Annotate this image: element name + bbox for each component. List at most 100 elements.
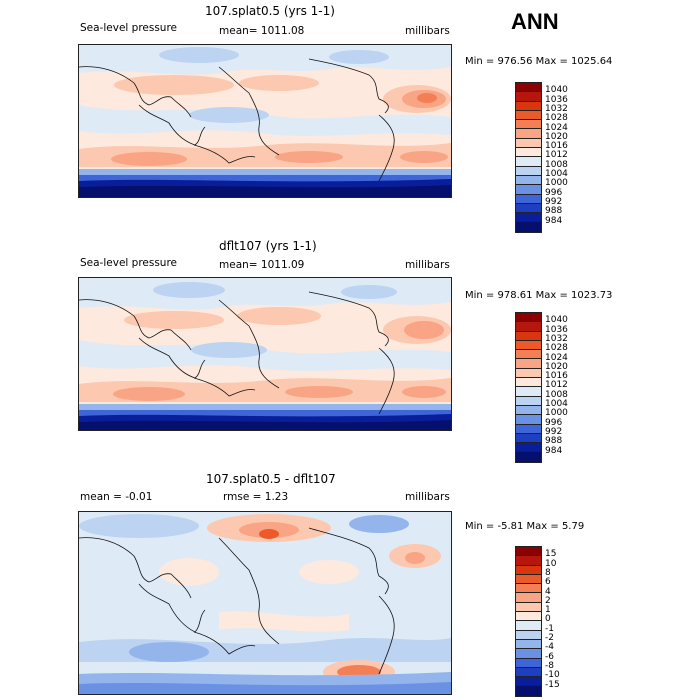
colorbar-swatch bbox=[516, 556, 541, 566]
colorbar-swatch bbox=[516, 677, 541, 687]
colorbar-tick-label: 1012 bbox=[545, 380, 568, 391]
colorbar-tick-label: 10 bbox=[545, 558, 557, 569]
colorbar-tick-label: 996 bbox=[545, 187, 563, 198]
colorbar-swatch bbox=[516, 194, 541, 204]
colorbar-swatch bbox=[516, 424, 541, 434]
colorbar-tick-label: -2 bbox=[545, 633, 554, 643]
colorbar-tick-label: 1040 bbox=[545, 315, 568, 326]
colorbar-swatch bbox=[516, 593, 541, 603]
colorbar-tick-label: 1028 bbox=[545, 343, 568, 354]
colorbar-swatch bbox=[516, 621, 541, 631]
colorbar-tick-label: 1024 bbox=[545, 122, 568, 133]
colorbar-swatch bbox=[516, 213, 541, 223]
colorbar-tick-label: 0 bbox=[545, 614, 551, 625]
colorbar-swatch bbox=[516, 443, 541, 453]
colorbar-tick-label: 1016 bbox=[545, 371, 568, 382]
min-max-label: Min = -5.81 Max = 5.79 bbox=[465, 521, 585, 532]
colorbar-tick-label: 1012 bbox=[545, 150, 568, 161]
colorbar-swatch bbox=[516, 415, 541, 425]
colorbar-tick-label: -8 bbox=[545, 660, 554, 671]
colorbar-swatch bbox=[516, 129, 541, 139]
colorbar-swatch bbox=[516, 350, 541, 360]
colorbar-tick-label: 15 bbox=[545, 549, 557, 560]
variable-label: Sea-level pressure bbox=[80, 22, 178, 34]
colorbar-swatch bbox=[516, 331, 541, 341]
map-plot bbox=[78, 277, 452, 431]
map-plot bbox=[78, 511, 452, 695]
colorbar-tick-label: -4 bbox=[545, 642, 554, 653]
colorbar-tick-label: 1000 bbox=[545, 178, 568, 189]
units-label: millibars bbox=[405, 491, 450, 503]
colorbar-swatch bbox=[516, 649, 541, 659]
colorbar-swatch bbox=[516, 175, 541, 186]
colorbar-swatch bbox=[516, 368, 541, 379]
colorbar-tick-label: 1004 bbox=[545, 169, 568, 179]
colorbar-swatch bbox=[516, 148, 541, 158]
colorbar bbox=[515, 312, 542, 463]
colorbar-swatch bbox=[516, 602, 541, 613]
colorbar bbox=[515, 82, 542, 233]
colorbar-tick-label: 1 bbox=[545, 605, 551, 616]
colorbar-swatch bbox=[516, 185, 541, 195]
colorbar-swatch bbox=[516, 378, 541, 388]
colorbar-swatch bbox=[516, 630, 541, 640]
colorbar-tick-label: 6 bbox=[545, 577, 551, 588]
colorbar-swatch bbox=[516, 387, 541, 397]
min-max-label: Min = 976.56 Max = 1025.64 bbox=[465, 56, 613, 67]
colorbar-tick-label: 988 bbox=[545, 436, 563, 447]
colorbar-tick-label: 1032 bbox=[545, 103, 568, 114]
colorbar-swatch bbox=[516, 138, 541, 149]
season-label: ANN bbox=[511, 9, 559, 34]
colorbar-swatch bbox=[516, 120, 541, 130]
colorbar-swatch bbox=[516, 92, 541, 102]
colorbar-swatch bbox=[516, 433, 541, 444]
mean-label: mean= 1011.08 bbox=[219, 25, 305, 37]
colorbar-swatch bbox=[516, 166, 541, 176]
colorbar-swatch bbox=[516, 639, 541, 650]
colorbar-tick-label: 1036 bbox=[545, 324, 568, 335]
colorbar-tick-label: 984 bbox=[545, 215, 563, 226]
colorbar-tick-label: 1040 bbox=[545, 85, 568, 96]
colorbar-tick-label: 1008 bbox=[545, 159, 568, 170]
colorbar-tick-label: -1 bbox=[545, 623, 554, 634]
colorbar-tick-label: 992 bbox=[545, 426, 563, 437]
colorbar-tick-label: 1032 bbox=[545, 333, 568, 344]
colorbar-swatch bbox=[516, 658, 541, 668]
colorbar-tick-label: 2 bbox=[545, 595, 551, 606]
colorbar-tick-label: 988 bbox=[545, 206, 563, 217]
colorbar-tick-label: 984 bbox=[545, 445, 563, 456]
colorbar-tick-label: 1028 bbox=[545, 113, 568, 124]
colorbar-swatch bbox=[516, 565, 541, 575]
colorbar-swatch bbox=[516, 313, 541, 323]
colorbar-tick-label: -6 bbox=[545, 651, 554, 662]
colorbar-swatch bbox=[516, 359, 541, 369]
colorbar-tick-label: 992 bbox=[545, 196, 563, 207]
colorbar-swatch bbox=[516, 452, 541, 462]
colorbar-tick-label: 1004 bbox=[545, 399, 568, 409]
colorbar-tick-label: 1024 bbox=[545, 352, 568, 363]
min-max-label: Min = 978.61 Max = 1023.73 bbox=[465, 290, 613, 301]
colorbar-swatch bbox=[516, 396, 541, 406]
rmse-label: rmse = 1.23 bbox=[223, 491, 289, 503]
colorbar-tick-label: 1020 bbox=[545, 361, 568, 372]
colorbar-tick-label: -10 bbox=[545, 670, 560, 681]
colorbar-tick-label: -15 bbox=[545, 679, 560, 690]
colorbar-tick-label: 1020 bbox=[545, 131, 568, 142]
colorbar-swatch bbox=[516, 667, 541, 678]
mean-label: mean= 1011.09 bbox=[219, 259, 305, 271]
colorbar-swatch bbox=[516, 83, 541, 93]
colorbar-tick-label: 4 bbox=[545, 586, 551, 597]
colorbar-swatch bbox=[516, 584, 541, 594]
colorbar-tick-label: 996 bbox=[545, 417, 563, 428]
colorbar-tick-label: 1000 bbox=[545, 408, 568, 419]
panel-title: 107.splat0.5 - dflt107 bbox=[206, 472, 336, 486]
colorbar-swatch bbox=[516, 101, 541, 111]
colorbar-swatch bbox=[516, 340, 541, 351]
units-label: millibars bbox=[405, 25, 450, 37]
colorbar-swatch bbox=[516, 405, 541, 416]
panel-title: 107.splat0.5 (yrs 1-1) bbox=[205, 4, 335, 18]
colorbar-swatch bbox=[516, 547, 541, 557]
colorbar-tick-label: 1036 bbox=[545, 94, 568, 105]
panel-title: dflt107 (yrs 1-1) bbox=[219, 239, 317, 253]
colorbar-swatch bbox=[516, 686, 541, 696]
